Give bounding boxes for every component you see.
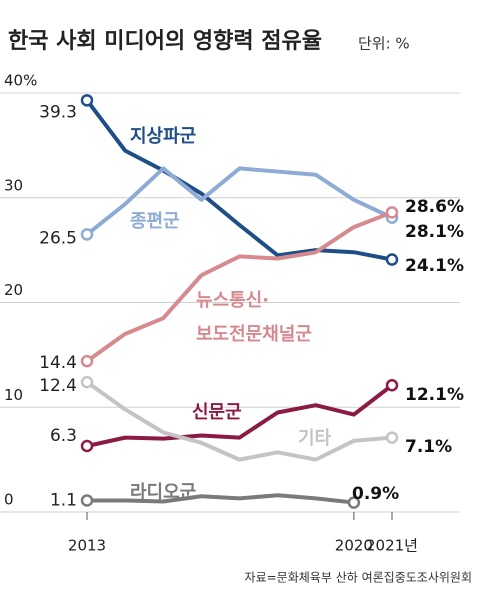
point-marker [80, 354, 94, 368]
legend-entry: 신문군 [192, 402, 242, 423]
point-marker [385, 253, 399, 266]
start-value-label: 39.3 [39, 102, 77, 122]
point-marker [80, 439, 94, 453]
point-marker [385, 206, 399, 219]
y-tick-label: 0 [4, 491, 14, 509]
legend-entry: 라디오군 [130, 482, 197, 503]
series-line [87, 493, 355, 505]
series-line [85, 99, 393, 262]
y-tick-label: 10 [4, 386, 23, 404]
series-line [85, 380, 393, 462]
legend-entry: 기타 [298, 428, 332, 449]
point-marker [80, 94, 94, 107]
series-line [85, 166, 393, 236]
legend-entry: 뉴스통신· 보도전문채널군 [196, 290, 312, 345]
end-value-label: 24.1% [405, 256, 464, 276]
end-value-label: 7.1% [405, 437, 452, 457]
unit-label: 단위: % [358, 35, 410, 53]
series-line [85, 210, 393, 363]
y-tick-label: 20 [4, 281, 23, 299]
point-marker [80, 494, 94, 507]
x-tick-label: 2020 [335, 537, 373, 555]
legend-entry: 종편군 [130, 211, 180, 232]
x-tick-label: 2021년 [366, 537, 418, 555]
end-value-label: 0.9% [352, 484, 399, 504]
start-value-label: 1.1 [50, 490, 77, 510]
series-line [86, 383, 394, 448]
x-tick-label: 2013 [68, 537, 106, 555]
point-marker [80, 228, 94, 241]
end-value-label: 28.6% [405, 197, 464, 217]
y-tick-label: 40% [4, 72, 37, 90]
start-value-label: 12.4 [39, 376, 77, 396]
start-value-label: 26.5 [39, 228, 77, 248]
end-value-label: 28.1% [405, 222, 464, 242]
start-value-label: 14.4 [39, 353, 77, 373]
point-marker [80, 375, 94, 389]
source: 자료=문화체육부 산하 여론집중도조사위원회 [245, 571, 472, 585]
start-value-label: 6.3 [50, 426, 77, 446]
legend-entry: 지상파군 [130, 126, 197, 147]
point-marker [385, 379, 399, 392]
chart-title: 한국 사회 미디어의 영향력 점유율 [8, 29, 322, 54]
end-value-label: 12.1% [405, 385, 464, 405]
point-marker [385, 431, 399, 444]
point-marker [347, 496, 361, 509]
y-tick-label: 30 [4, 176, 23, 194]
